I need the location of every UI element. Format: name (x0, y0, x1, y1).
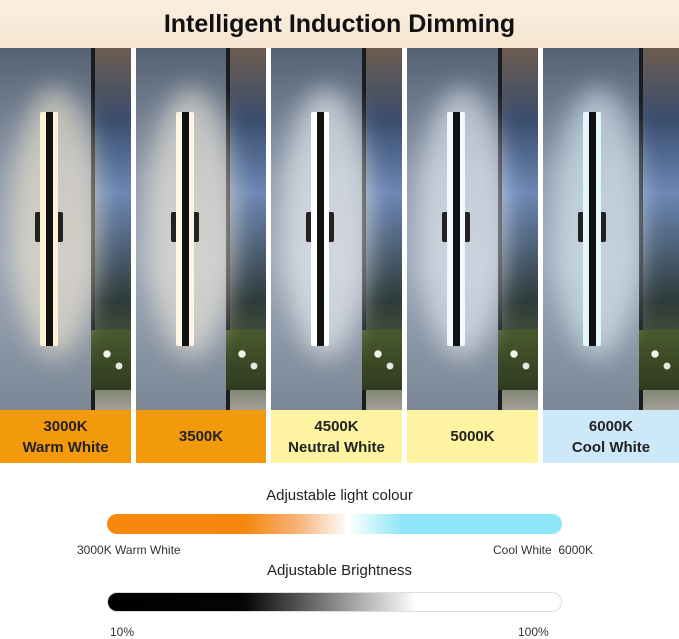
header-banner: Intelligent Induction Dimming (0, 0, 679, 48)
temp-value: 3500K (178, 428, 224, 445)
colour-scale-left-label: 3000K Warm White (77, 543, 181, 557)
temp-name: Cool White (571, 438, 651, 456)
color-temp-label: 3000K Warm White (0, 410, 131, 463)
color-temp-label: 4500K Neutral White (271, 410, 402, 463)
wall-lamp (311, 112, 329, 346)
lamp-photo-3500k (136, 48, 266, 410)
garden-flowers (362, 330, 402, 390)
brightness-scale-title: Adjustable Brightness (266, 562, 413, 579)
brightness-max-label: 100% (518, 625, 549, 639)
lamp-photo-3000k (0, 48, 131, 410)
wall-lamp (583, 112, 601, 346)
garden-flowers (639, 330, 679, 390)
color-temp-label: 6000K Cool White (543, 410, 679, 463)
color-temp-label: 3500K (136, 410, 266, 463)
wall-lamp (40, 112, 58, 346)
temp-name: Neutral White (288, 438, 385, 456)
lamp-photo-5000k (407, 48, 538, 410)
colour-gradient-bar (107, 514, 562, 534)
lamp-photo-6000k (543, 48, 679, 410)
page-title: Intelligent Induction Dimming (163, 9, 516, 38)
garden-flowers (498, 330, 538, 390)
wall-lamp (447, 112, 465, 346)
temp-value: 4500K (314, 417, 359, 435)
brightness-min-label: 10% (110, 625, 135, 639)
colour-scale-right-label: Cool White 6000K (493, 543, 594, 557)
lamp-photo-4500k (271, 48, 402, 410)
temp-name: Warm White (22, 438, 109, 456)
garden-flowers (226, 330, 266, 390)
colour-scale-title: Adjustable light colour (266, 487, 413, 504)
temp-value: 3000K (43, 417, 88, 435)
wall-lamp (176, 112, 194, 346)
brightness-gradient-bar (107, 592, 562, 612)
garden-flowers (91, 330, 131, 390)
temp-value: 5000K (450, 428, 495, 445)
temp-value: 6000K (588, 417, 634, 435)
color-temp-label: 5000K (407, 410, 538, 463)
